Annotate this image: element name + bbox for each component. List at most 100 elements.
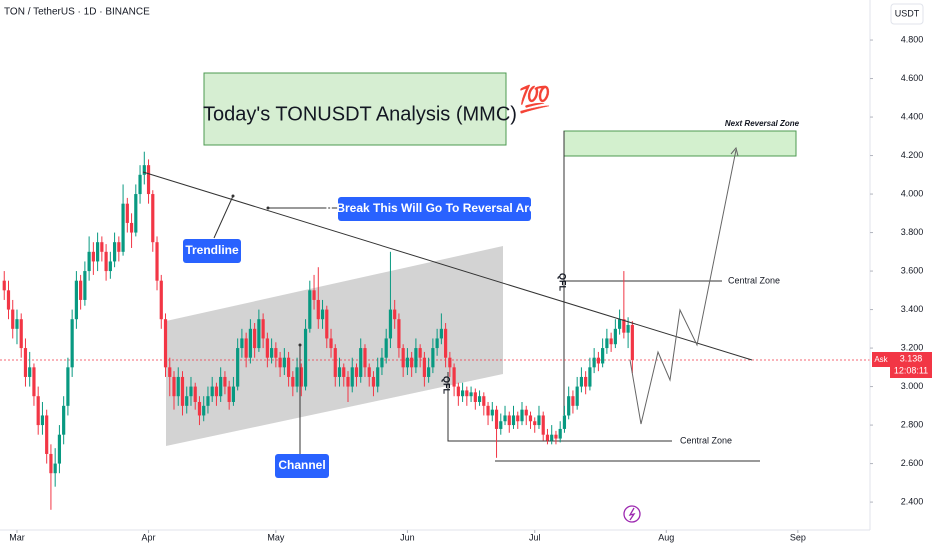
- candle-body: [630, 324, 634, 361]
- candle-body: [520, 409, 524, 422]
- reversal-zone-box: [563, 130, 797, 157]
- candle-body: [376, 367, 380, 387]
- candle-body: [261, 319, 265, 339]
- candle-body: [473, 392, 477, 402]
- candle-body: [609, 338, 613, 345]
- candle-body: [206, 396, 210, 406]
- candle-body: [11, 309, 15, 329]
- currency-label: USDT: [895, 8, 920, 18]
- central-zone-label: Central Zone: [728, 275, 780, 285]
- candle-body: [74, 280, 78, 320]
- candle-body: [507, 415, 511, 426]
- alert-icon[interactable]: [623, 505, 641, 523]
- candle-body: [282, 357, 286, 368]
- candle-body: [236, 348, 240, 387]
- candle-body: [371, 376, 376, 387]
- candle-body: [439, 328, 443, 339]
- candle-body: [91, 251, 95, 262]
- candle-body: [159, 280, 163, 320]
- x-tick-label: Jun: [400, 532, 415, 542]
- candle-body: [163, 319, 168, 368]
- candle-body: [214, 386, 219, 397]
- projection-path: [629, 149, 737, 425]
- candle-body: [219, 376, 223, 397]
- candle-body: [210, 386, 214, 397]
- candle-body: [312, 290, 316, 300]
- candle-body: [545, 434, 550, 441]
- candle-body: [286, 357, 291, 377]
- candles: [2, 151, 634, 510]
- candle-body: [151, 194, 155, 243]
- candle-body: [57, 434, 62, 464]
- qfl-label: QFL: [558, 273, 568, 291]
- candle-body: [359, 348, 363, 377]
- y-tick-label: 4.600: [901, 73, 924, 83]
- callout-dot: [266, 206, 270, 210]
- candle-body: [240, 338, 244, 349]
- candle-body: [558, 428, 562, 439]
- candle-body: [274, 348, 278, 358]
- candle-body: [83, 271, 87, 300]
- x-tick-label: Mar: [9, 532, 25, 542]
- candle-body: [53, 463, 57, 474]
- candle-body: [176, 376, 180, 397]
- candle-body: [2, 280, 6, 291]
- candle-body: [329, 338, 333, 349]
- callout-dot: [231, 194, 235, 198]
- x-tick-label: Aug: [658, 532, 674, 542]
- candle-body: [180, 376, 185, 406]
- candle-body: [626, 324, 630, 333]
- candle-body: [257, 319, 261, 349]
- candle-body: [316, 299, 320, 320]
- candle-body: [401, 348, 405, 368]
- candle-body: [253, 328, 257, 349]
- candle-body: [168, 367, 172, 377]
- candle-body: [146, 165, 151, 195]
- y-tick-label: 3.600: [901, 265, 924, 275]
- candle-body: [524, 409, 528, 416]
- candle-body: [223, 376, 227, 387]
- candle-body: [499, 421, 503, 429]
- candle-body: [452, 367, 456, 387]
- y-tick-label: 4.000: [901, 188, 924, 198]
- candle-body: [66, 367, 70, 406]
- candle-body: [197, 401, 202, 416]
- callout-label: If Break This Will Go To Reversal Area: [326, 201, 543, 215]
- candle-body: [244, 338, 248, 358]
- candle-body: [23, 348, 28, 377]
- candle-body: [605, 338, 609, 349]
- candle-body: [486, 405, 490, 416]
- y-tick-label: 3.800: [901, 227, 924, 237]
- candle-body: [477, 396, 482, 402]
- candle-body: [248, 328, 252, 358]
- candle-body: [121, 203, 125, 252]
- candle-body: [15, 319, 19, 329]
- candle-body: [104, 251, 108, 272]
- candle-body: [579, 376, 584, 387]
- candle-body: [134, 194, 138, 233]
- candle-body: [325, 309, 329, 339]
- candle-body: [380, 357, 384, 368]
- candle-body: [601, 348, 605, 364]
- candle-body: [185, 396, 189, 406]
- y-tick-label: 4.800: [901, 34, 924, 44]
- qfl-label: QFL: [442, 376, 452, 394]
- candle-body: [79, 280, 83, 300]
- candle-body: [32, 367, 36, 397]
- callout-dot: [298, 343, 302, 347]
- candle-body: [554, 434, 558, 439]
- emoji: 💯: [519, 84, 551, 114]
- candle-body: [567, 396, 571, 416]
- candle-body: [618, 319, 622, 329]
- candle-body: [270, 348, 274, 358]
- x-tick-label: Apr: [142, 532, 156, 542]
- projection-arrow: [730, 146, 739, 157]
- candle-body: [592, 357, 596, 368]
- candle-body: [142, 165, 146, 175]
- channel-band: [166, 246, 503, 446]
- candle-body: [189, 386, 193, 397]
- candle-body: [308, 290, 312, 329]
- candle-body: [384, 338, 388, 358]
- candle-body: [45, 415, 49, 454]
- trendline: [142, 171, 753, 361]
